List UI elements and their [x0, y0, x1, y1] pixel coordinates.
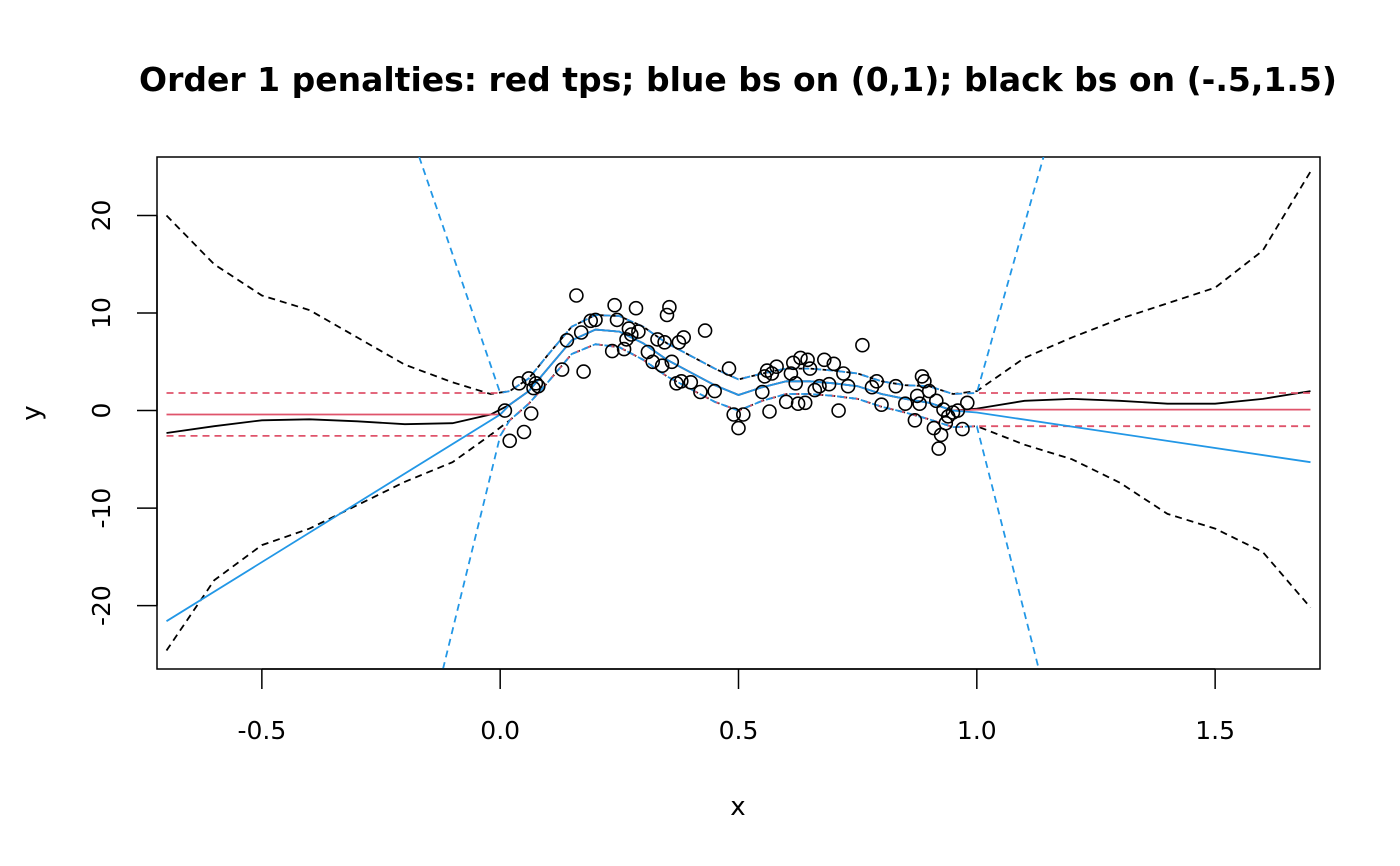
data-point [921, 383, 937, 399]
data-point [523, 406, 539, 421]
data-point [802, 361, 818, 376]
data-point [616, 341, 632, 357]
data-point [754, 384, 770, 400]
data-point [659, 307, 675, 323]
data-point [874, 397, 889, 413]
data-point [826, 356, 842, 372]
y-tick-label: -10 [87, 488, 116, 529]
data-point [516, 424, 532, 440]
black-solid-line-0 [166, 328, 1311, 434]
data-point [583, 313, 599, 329]
black-dashed-line-2 [165, 343, 1312, 652]
y-tick-label: 20 [87, 200, 116, 232]
data-point [676, 330, 692, 345]
blue-solid-line-6 [166, 328, 1311, 622]
data-point [897, 396, 913, 412]
series-layer [165, 157, 1312, 669]
x-axis: -0.5 0.0 0.5 1.0 1.5 [237, 668, 1235, 745]
black-dashed-line-1 [165, 171, 1312, 395]
data-point [785, 355, 801, 371]
data-point [530, 378, 546, 394]
y-tick-label: 0 [87, 403, 116, 419]
data-point [735, 407, 751, 422]
data-point [707, 383, 723, 399]
data-point [855, 337, 870, 353]
data-point [836, 366, 851, 381]
data-point [645, 354, 661, 370]
data-point [528, 375, 544, 391]
chart-title: Order 1 penalties: red tps; blue bs on (… [139, 60, 1337, 99]
data-point [912, 396, 927, 412]
data-point [907, 412, 923, 428]
points-layer [497, 288, 975, 456]
data-point [928, 393, 944, 409]
data-point [671, 334, 687, 350]
data-point [726, 407, 742, 422]
data-point [778, 394, 794, 410]
data-point [869, 373, 885, 389]
data-point [959, 395, 975, 411]
x-tick-label: 0.0 [480, 716, 520, 745]
blue-dashed-line-7 [418, 157, 1045, 395]
data-point [697, 323, 713, 338]
data-point [569, 288, 584, 303]
data-point [938, 415, 954, 431]
data-point [931, 441, 947, 456]
data-point [664, 354, 680, 370]
y-axis: -20 -10 0 10 20 [87, 200, 158, 626]
x-tick-label: 1.5 [1195, 716, 1235, 745]
data-point [797, 395, 813, 411]
blue-dashed-line-8 [442, 343, 1040, 669]
data-point [812, 378, 827, 394]
x-axis-label: x [730, 792, 745, 822]
data-point [693, 384, 708, 400]
data-point [631, 324, 646, 339]
data-point [821, 376, 837, 392]
data-point [609, 312, 625, 328]
data-point [576, 364, 591, 379]
data-point [497, 403, 513, 418]
data-point [831, 403, 846, 418]
y-axis-label: y [17, 405, 47, 420]
data-point [731, 420, 746, 436]
data-point [807, 382, 823, 398]
data-point [790, 396, 806, 412]
x-tick-label: 0.5 [719, 716, 759, 745]
x-tick-label: 1.0 [957, 716, 997, 745]
data-point [788, 375, 804, 391]
data-point [955, 421, 970, 437]
data-point [623, 327, 639, 342]
data-point [950, 403, 966, 418]
data-point [559, 332, 575, 348]
x-tick-label: -0.5 [237, 716, 286, 745]
data-point [769, 359, 784, 375]
data-point [793, 350, 808, 366]
data-point [800, 352, 815, 368]
data-point [762, 404, 777, 419]
y-tick-label: 10 [87, 297, 116, 329]
plot-frame [156, 156, 1321, 670]
data-point [673, 373, 689, 389]
data-point [683, 374, 699, 390]
data-point [650, 332, 665, 347]
data-point [840, 378, 856, 394]
y-tick-label: -20 [87, 585, 116, 626]
data-point [554, 362, 570, 377]
data-point [888, 378, 904, 394]
data-point [588, 312, 603, 328]
data-point [816, 352, 832, 368]
data-point [573, 325, 589, 340]
data-point [607, 297, 622, 313]
data-point [628, 300, 644, 316]
data-point [662, 299, 677, 315]
data-point [619, 332, 634, 347]
data-point [721, 361, 737, 376]
data-point [502, 433, 518, 449]
data-point [657, 334, 672, 350]
data-point [654, 358, 670, 374]
